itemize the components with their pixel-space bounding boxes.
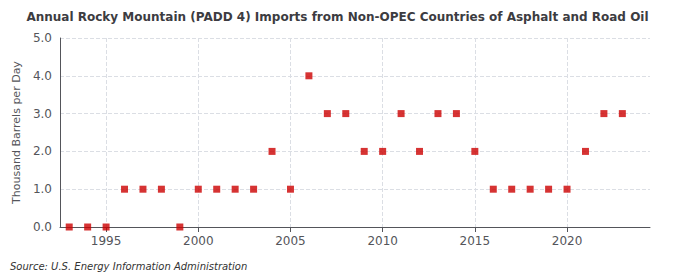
svg-text:2.0: 2.0 <box>33 144 52 158</box>
svg-text:Source: U.S. Energy Informatio: Source: U.S. Energy Information Administ… <box>10 261 247 272</box>
svg-text:2015: 2015 <box>460 234 491 248</box>
svg-text:Thousand Barrels per Day: Thousand Barrels per Day <box>10 61 23 205</box>
svg-text:2020: 2020 <box>552 234 583 248</box>
svg-text:2000: 2000 <box>183 234 214 248</box>
svg-text:4.0: 4.0 <box>33 69 52 83</box>
svg-text:0.0: 0.0 <box>33 220 52 234</box>
svg-text:3.0: 3.0 <box>33 107 52 121</box>
svg-text:2005: 2005 <box>275 234 306 248</box>
svg-text:Annual Rocky Mountain (PADD 4): Annual Rocky Mountain (PADD 4) Imports f… <box>26 10 648 24</box>
svg-text:2010: 2010 <box>367 234 398 248</box>
svg-text:1995: 1995 <box>91 234 122 248</box>
svg-text:1.0: 1.0 <box>33 182 52 196</box>
svg-text:5.0: 5.0 <box>33 31 52 45</box>
